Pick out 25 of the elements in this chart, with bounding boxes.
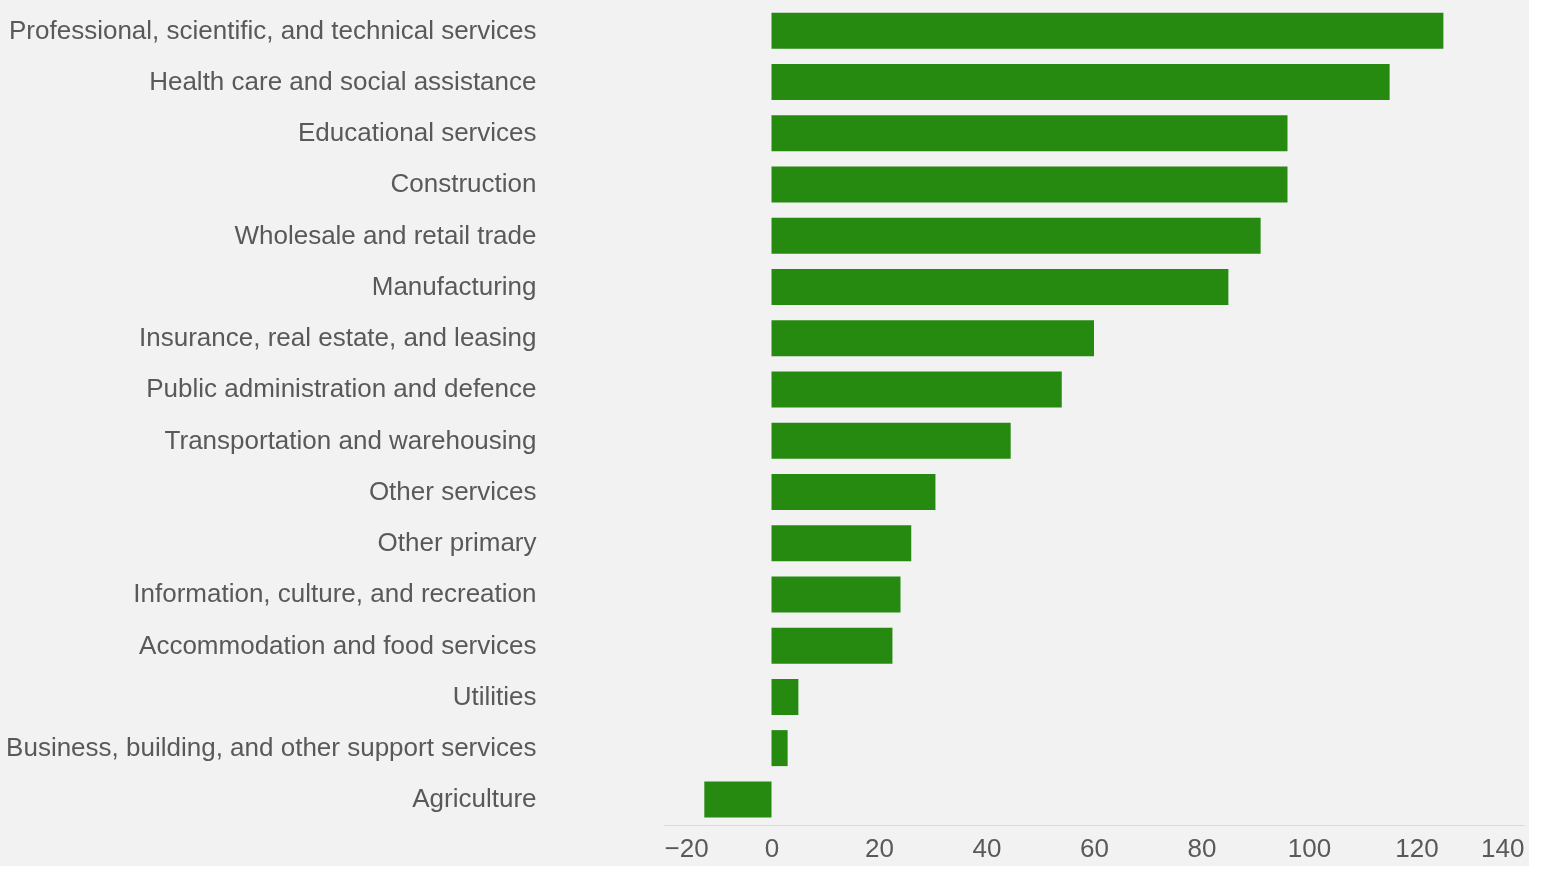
y-tick-label: Educational services: [298, 117, 537, 148]
x-tick-label: 120: [1395, 832, 1439, 863]
y-tick-label: Professional, scientific, and technical services: [9, 14, 537, 45]
y-tick-label: Other primary: [377, 527, 537, 558]
y-tick-label: Manufacturing: [371, 270, 537, 301]
x-tick-label: 0: [764, 832, 780, 863]
x-tick-label: −20: [664, 832, 709, 863]
y-tick-label: Health care and social assistance: [149, 65, 537, 96]
y-tick-label: Business, building, and other support services: [6, 732, 537, 763]
x-tick-label: 140: [1481, 832, 1525, 863]
y-tick-label: Construction: [390, 168, 537, 199]
y-tick-label: Utilities: [452, 680, 537, 711]
x-tick-label: 100: [1287, 832, 1332, 863]
y-tick-label: Public administration and defence: [146, 373, 537, 404]
x-tick-label: 40: [972, 832, 1002, 863]
x-tick-label: 80: [1187, 832, 1217, 863]
y-tick-label: Accommodation and food services: [139, 629, 537, 660]
y-tick-label: Insurance, real estate, and leasing: [139, 322, 537, 353]
y-tick-label: Wholesale and retail trade: [234, 219, 537, 250]
x-tick-label: 20: [865, 832, 894, 863]
y-tick-label: Other services: [368, 475, 537, 506]
x-tick-label: 60: [1080, 832, 1109, 863]
y-tick-label: Transportation and warehousing: [164, 424, 537, 455]
y-tick-label: Information, culture, and recreation: [133, 578, 537, 609]
y-tick-label: Agriculture: [412, 783, 537, 814]
